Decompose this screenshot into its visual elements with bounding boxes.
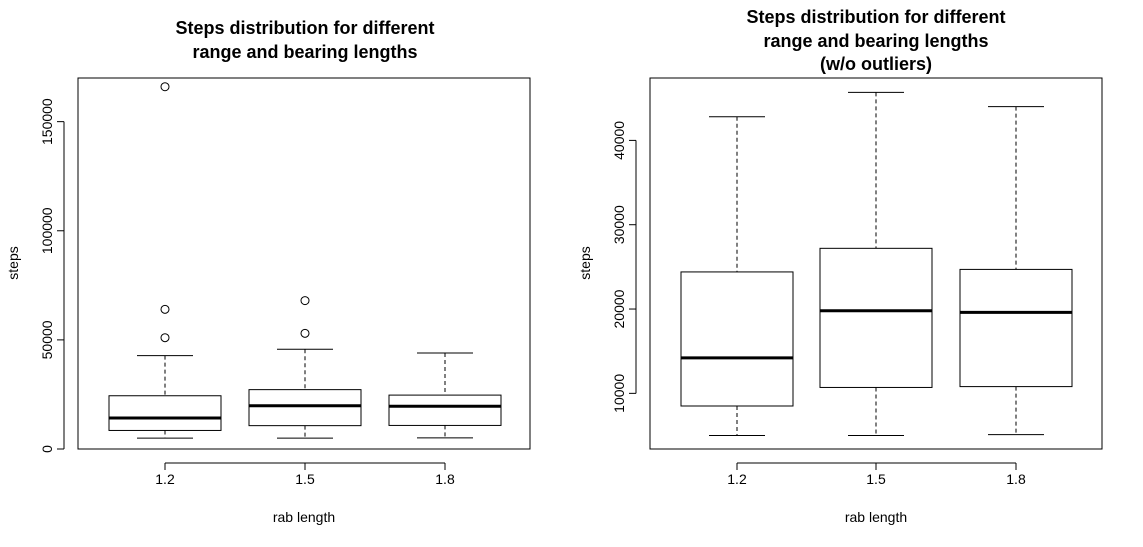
y-tick-label: 30000: [611, 205, 627, 244]
y-tick-label: 20000: [611, 289, 627, 328]
outlier-point: [300, 328, 310, 338]
x-tick-label: 1.2: [727, 471, 747, 487]
plot-frame: [649, 77, 1103, 450]
x-tick-label: 1.2: [155, 471, 175, 487]
y-tick-label: 0: [39, 445, 55, 453]
chart-title-line: range and bearing lengths: [192, 42, 417, 62]
iqr-box: [680, 271, 794, 407]
iqr-box: [388, 394, 502, 426]
outlier-point: [160, 304, 170, 314]
chart-title-line: (w/o outliers): [820, 54, 932, 74]
iqr-box: [108, 395, 222, 431]
box-1.5: [819, 91, 933, 437]
y-tick-label: 10000: [611, 374, 627, 413]
iqr-box: [819, 247, 933, 388]
chart-title-line: Steps distribution for different: [176, 18, 435, 38]
x-axis-label: rab length: [845, 509, 907, 525]
y-tick-label: 150000: [39, 98, 55, 145]
chart-title-line: Steps distribution for different: [747, 7, 1006, 27]
box-1.8: [388, 352, 502, 439]
y-axis-label: steps: [5, 246, 21, 279]
boxplot-panel-right: Steps distribution for different range an…: [577, 7, 1103, 525]
y-tick-label: 100000: [39, 207, 55, 254]
y-axis-label: steps: [577, 246, 593, 279]
boxplot-panel-left: Steps distribution for different range an…: [5, 18, 531, 525]
y-tick-label: 50000: [39, 320, 55, 359]
box-1.2: [680, 116, 794, 437]
outlier-point: [300, 296, 310, 306]
x-tick-label: 1.5: [295, 471, 315, 487]
x-axis-label: rab length: [273, 509, 335, 525]
chart-title-line: range and bearing lengths: [763, 31, 988, 51]
iqr-box: [248, 389, 362, 427]
iqr-box: [959, 268, 1073, 388]
y-tick-label: 40000: [611, 121, 627, 160]
outlier-point: [160, 82, 170, 92]
x-tick-label: 1.8: [1006, 471, 1026, 487]
x-tick-label: 1.5: [866, 471, 886, 487]
box-1.2: [108, 82, 222, 439]
outlier-point: [160, 333, 170, 343]
box-1.8: [959, 106, 1073, 436]
plot-frame: [77, 77, 531, 450]
box-1.5: [248, 296, 362, 439]
x-tick-label: 1.8: [435, 471, 455, 487]
